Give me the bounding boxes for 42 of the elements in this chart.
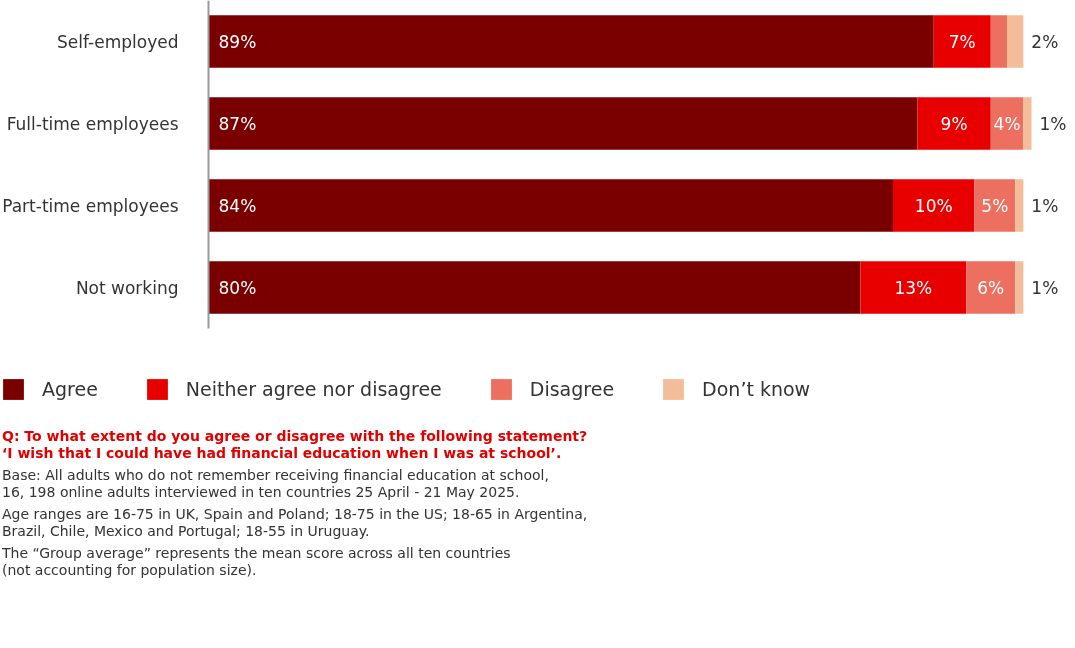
legend-label: Neither agree nor disagree (185, 378, 442, 400)
data-label: 80% (218, 277, 257, 298)
data-label: 5% (981, 195, 1009, 216)
text: Q: To what extent do you agree or disagree with the following statement? ‘I wish that I could have had financial education when I was at school’. (2, 428, 588, 462)
legend-label: Disagree (529, 378, 615, 400)
data-label: 1% (1031, 277, 1059, 298)
bar (933, 15, 991, 68)
bar (208, 97, 918, 150)
data-label: 10% (914, 195, 953, 216)
data-label: 2% (1031, 31, 1059, 52)
bar (917, 97, 991, 150)
text: Base: All adults who do not remember receiving financial education at school, 16, 198 online adults interviewed in ten countries 25 April - 21 May 2025. (2, 467, 549, 502)
data-label: 7% (948, 31, 976, 52)
bar (966, 261, 1016, 314)
data-label: 87% (218, 113, 257, 134)
data-label: 9% (940, 113, 968, 134)
y-tick-label: Full-time employees (6, 113, 179, 134)
bar (1007, 15, 1024, 68)
data-label: 6% (977, 277, 1005, 298)
bar (208, 261, 861, 314)
bar (892, 179, 975, 232)
bar (1015, 261, 1024, 314)
data-label: 1% (1039, 113, 1067, 134)
legend-label: Agree (42, 378, 98, 400)
bar (974, 179, 1016, 232)
data-label: 89% (218, 31, 257, 52)
bar (1023, 97, 1032, 150)
bar (860, 261, 967, 314)
text: Age ranges are 16-75 in UK, Spain and Poland; 18-75 in the US; 18-65 in Argentina, Brazil, Chile, Mexico and Portugal; 18-55 in Uruguay. (2, 506, 588, 541)
y-tick-label: Not working (75, 277, 179, 298)
data-label: 13% (894, 277, 933, 298)
data-label: 1% (1031, 195, 1059, 216)
bar (990, 15, 1008, 68)
data-label: 84% (218, 195, 257, 216)
bar (208, 179, 893, 232)
bar (208, 15, 934, 68)
y-tick-label: Part-time employees (2, 195, 179, 216)
data-label: 4% (993, 113, 1021, 134)
legend-label: Don’t know (702, 378, 811, 400)
text: The “Group average” represents the mean score across all ten countries (not accounting for population size). (2, 545, 511, 580)
y-tick-label: Self-employed (57, 31, 179, 52)
bar (1015, 179, 1024, 232)
